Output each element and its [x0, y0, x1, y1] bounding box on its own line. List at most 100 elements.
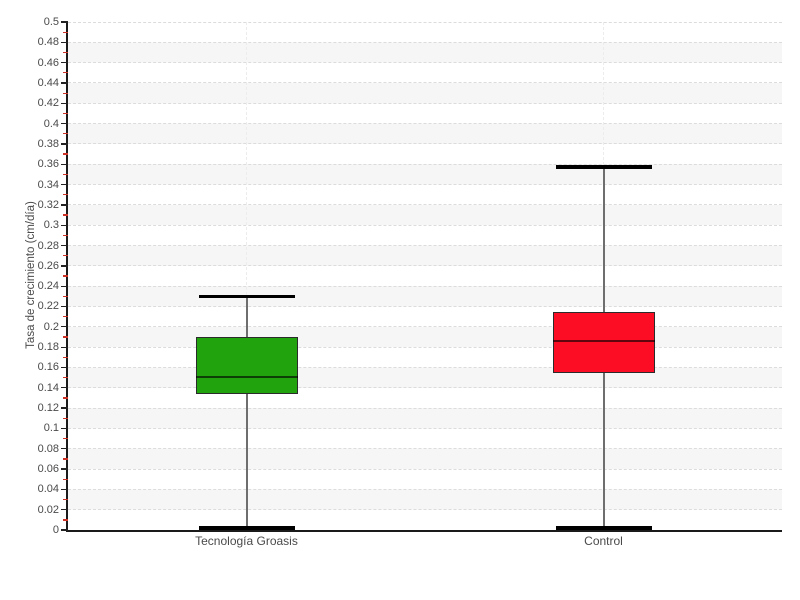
y-tick-label: 0.16 [37, 361, 59, 374]
y-minor-tick [63, 417, 68, 419]
median-line [195, 375, 298, 378]
y-major-tick [61, 305, 68, 308]
h-gridline [68, 448, 782, 450]
y-minor-tick [63, 31, 68, 33]
y-major-tick [61, 509, 68, 511]
y-major-tick [61, 82, 68, 84]
y-minor-tick [63, 498, 68, 501]
whisker-upper-line [602, 167, 605, 312]
y-minor-tick [63, 295, 68, 298]
h-gridline [68, 285, 782, 287]
h-gridline [68, 509, 782, 511]
y-tick-label: 0.02 [37, 503, 59, 516]
y-tick-label: 0.32 [37, 198, 59, 211]
y-major-tick [61, 224, 68, 226]
h-gridline [68, 245, 782, 247]
y-tick-label: 0.46 [37, 56, 59, 69]
y-minor-tick [63, 51, 68, 54]
y-tick-label: 0.12 [37, 402, 59, 415]
h-gridline [68, 326, 782, 328]
y-minor-tick [63, 173, 68, 176]
h-gridline [68, 41, 782, 43]
y-major-tick [61, 163, 68, 165]
y-minor-tick [63, 437, 68, 440]
h-gridline [68, 102, 782, 104]
y-major-tick [61, 265, 68, 267]
y-minor-tick [63, 275, 68, 277]
y-major-tick [61, 448, 68, 450]
x-tick-label: Control [584, 534, 623, 548]
y-major-tick [61, 285, 68, 287]
y-major-tick [61, 427, 68, 430]
x-axis-line [66, 530, 782, 532]
y-major-tick [61, 62, 68, 64]
y-tick-label: 0.24 [37, 280, 59, 293]
y-minor-tick [63, 336, 68, 338]
box-control [552, 311, 655, 373]
whisker-lower-line [245, 393, 248, 528]
whisker-cap-high [198, 294, 295, 299]
y-major-tick [61, 488, 68, 491]
y-tick-label: 0.22 [37, 300, 59, 313]
y-minor-tick [63, 133, 68, 135]
h-gridline [68, 163, 782, 165]
h-gridline [68, 62, 782, 64]
y-major-tick [61, 387, 68, 389]
y-major-tick [61, 183, 68, 186]
v-gridline [246, 22, 247, 530]
y-tick-label: 0.5 [43, 16, 59, 28]
y-major-tick [61, 326, 68, 328]
y-tick-label: 0.34 [37, 178, 59, 191]
y-tick-label: 0.08 [37, 442, 59, 455]
h-gridline [68, 21, 782, 23]
y-major-tick [61, 143, 68, 145]
y-major-tick [61, 21, 68, 23]
y-tick-label: 0.06 [37, 463, 59, 476]
h-gridline [68, 488, 782, 490]
y-tick-label: 0.3 [43, 219, 59, 232]
box-tecnologia-groasis [195, 336, 298, 394]
y-major-tick [61, 468, 68, 470]
y-major-tick [61, 41, 68, 44]
h-gridline [68, 224, 782, 226]
h-gridline [68, 265, 782, 267]
y-minor-tick [63, 316, 68, 318]
y-minor-tick [63, 72, 68, 74]
y-minor-tick [63, 255, 68, 257]
y-minor-tick [63, 397, 68, 399]
y-minor-tick [63, 519, 68, 521]
y-tick-label: 0.14 [37, 381, 59, 394]
y-minor-tick [63, 234, 68, 237]
median-line [552, 340, 655, 343]
y-major-tick [61, 123, 68, 125]
y-tick-label: 0.38 [37, 137, 59, 150]
h-gridline [68, 468, 782, 470]
y-tick-label: 0.2 [43, 320, 59, 333]
y-minor-tick [63, 356, 68, 358]
y-major-tick [61, 346, 68, 348]
y-minor-tick [63, 153, 68, 155]
h-gridline [68, 82, 782, 84]
whisker-cap-low [555, 526, 652, 530]
y-minor-tick [63, 194, 68, 196]
y-tick-label: 0.4 [43, 117, 59, 130]
h-gridline [68, 346, 782, 348]
y-minor-tick [63, 214, 68, 216]
y-major-tick [61, 529, 68, 531]
y-tick-label: 0.44 [37, 76, 59, 89]
y-major-tick [61, 102, 68, 104]
h-gridline [68, 407, 782, 409]
h-gridline [68, 305, 782, 307]
y-minor-tick [63, 377, 68, 379]
whisker-cap-high [555, 165, 652, 169]
y-minor-tick [63, 478, 68, 480]
h-gridline [68, 427, 782, 429]
y-tick-label: 0 [52, 524, 59, 536]
h-gridline [68, 366, 782, 368]
x-tick-label: Tecnología Groasis [195, 534, 298, 548]
plot-area [66, 21, 782, 532]
h-gridline [68, 123, 782, 125]
y-major-tick [61, 407, 68, 409]
y-major-tick [61, 244, 68, 247]
y-major-tick [61, 366, 68, 369]
